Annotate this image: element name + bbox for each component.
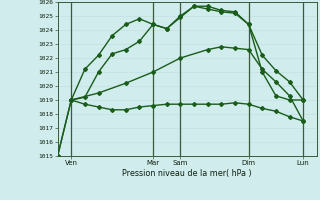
X-axis label: Pression niveau de la mer( hPa ): Pression niveau de la mer( hPa ) — [122, 169, 252, 178]
